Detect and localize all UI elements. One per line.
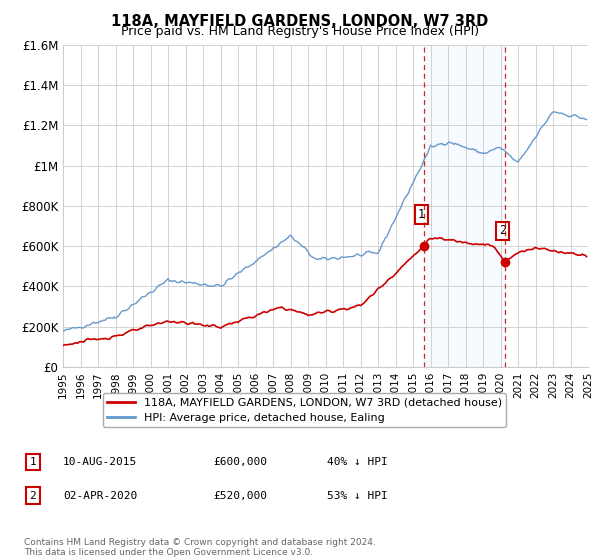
Text: Price paid vs. HM Land Registry's House Price Index (HPI): Price paid vs. HM Land Registry's House … [121,25,479,38]
Text: 02-APR-2020: 02-APR-2020 [63,491,137,501]
Text: Contains HM Land Registry data © Crown copyright and database right 2024.
This d: Contains HM Land Registry data © Crown c… [24,538,376,557]
Text: £520,000: £520,000 [213,491,267,501]
Text: 1: 1 [418,208,425,221]
Bar [424,45,505,367]
Text: 40% ↓ HPI: 40% ↓ HPI [327,457,388,467]
Text: 10-AUG-2015: 10-AUG-2015 [63,457,137,467]
Text: 1: 1 [29,457,37,467]
Text: 2: 2 [499,225,506,237]
Legend: 118A, MAYFIELD GARDENS, LONDON, W7 3RD (detached house), HPI: Average price, det: 118A, MAYFIELD GARDENS, LONDON, W7 3RD (… [103,393,506,427]
Text: £600,000: £600,000 [213,457,267,467]
Text: 118A, MAYFIELD GARDENS, LONDON, W7 3RD: 118A, MAYFIELD GARDENS, LONDON, W7 3RD [112,14,488,29]
Text: 53% ↓ HPI: 53% ↓ HPI [327,491,388,501]
Text: 2: 2 [29,491,37,501]
